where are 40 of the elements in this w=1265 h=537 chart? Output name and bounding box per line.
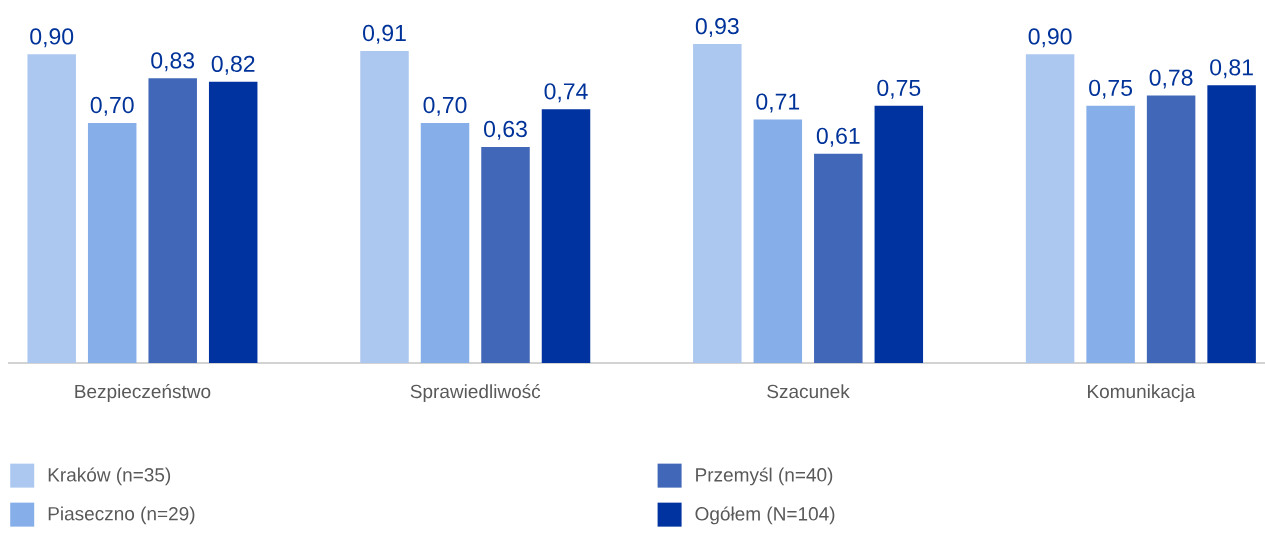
bar	[874, 105, 924, 363]
bar	[420, 122, 470, 363]
legend-label: Kraków (n=35)	[48, 467, 171, 486]
bar	[693, 44, 742, 363]
x-tick-label: Bezpieczeństwo	[75, 384, 211, 402]
data-label: 0,71	[756, 93, 800, 113]
x-tick-label: Szacunek	[767, 384, 850, 399]
bar	[1025, 54, 1075, 363]
bar	[753, 119, 803, 363]
data-label: 0,91	[363, 24, 406, 44]
data-label: 0,75	[877, 79, 921, 99]
bar	[360, 50, 409, 363]
data-label: 0,90	[30, 28, 74, 48]
bar	[208, 81, 258, 363]
data-label: 0,83	[151, 52, 195, 72]
bar	[1207, 85, 1256, 363]
data-label: 0,74	[544, 83, 588, 103]
bar	[814, 153, 863, 363]
legend-label: Ogółem (N=104)	[695, 506, 835, 525]
x-tick-label: Sprawiedliwość	[410, 384, 541, 402]
data-label: 0,82	[211, 55, 255, 75]
data-label: 0,63	[484, 120, 527, 140]
data-label: 0,93	[695, 17, 739, 37]
data-label: 0,70	[423, 96, 467, 116]
data-label: 0,90	[1028, 28, 1072, 48]
bar	[27, 54, 76, 363]
data-label: 0,81	[1210, 59, 1253, 79]
data-label: 0,75	[1089, 79, 1133, 99]
bar	[87, 122, 137, 363]
legend-label: Przemyśl (n=40)	[696, 467, 833, 486]
bar	[481, 146, 530, 363]
data-label: 0,78	[1149, 69, 1193, 89]
data-label: 0,61	[816, 127, 860, 147]
bar	[148, 78, 197, 363]
legend-label: Piaseczno (n=29)	[48, 506, 195, 525]
bar	[541, 109, 591, 363]
x-tick-label: Komunikacja	[1088, 384, 1196, 402]
bar	[1146, 95, 1196, 363]
bar	[1086, 105, 1135, 363]
data-label: 0,70	[90, 96, 134, 116]
